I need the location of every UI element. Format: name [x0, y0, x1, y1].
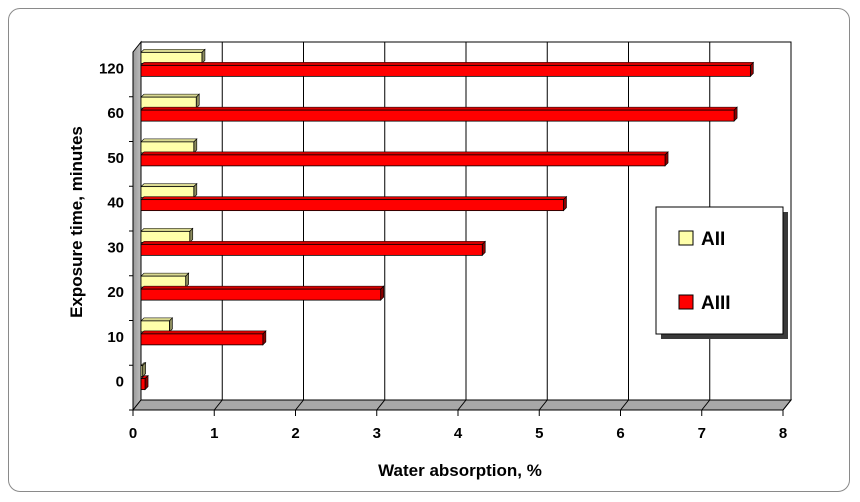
legend-swatch-aiii [678, 294, 694, 310]
bar-front-face [140, 365, 144, 378]
bar-top-face [140, 138, 198, 143]
left-wall [132, 40, 142, 412]
bar-aiii-40 [140, 195, 568, 212]
bar-aii-50 [140, 138, 198, 154]
floor-line-x-1 [213, 399, 223, 411]
floor-line-x-4 [457, 399, 467, 411]
y-tick-label-0: 0 [116, 374, 124, 391]
floor-line-x-3 [376, 399, 386, 411]
bar-front-face [140, 333, 264, 346]
x-tick-label-6: 6 [616, 425, 624, 442]
bar-aiii-10 [140, 330, 267, 346]
floor-line-x-8 [782, 399, 792, 411]
bar-top-face [140, 317, 174, 322]
bar-top-face [140, 106, 738, 111]
y-axis-label: Exposure time, minutes [67, 126, 86, 318]
bar-front-face [140, 109, 735, 122]
y-tick-label-20: 20 [107, 284, 124, 301]
bar-aiii-120 [140, 61, 755, 78]
bar-top-face [140, 241, 486, 245]
legend-swatch-aii [678, 230, 694, 246]
x-tick-label-7: 7 [698, 425, 706, 442]
bar-aiii-0 [140, 374, 149, 391]
bar-aii-20 [140, 272, 190, 288]
floor-line-x-7 [701, 399, 711, 411]
bar-aiii-20 [140, 285, 385, 301]
bar-top-face [140, 285, 385, 290]
x-tick-labels: 0 1 2 3 4 5 6 7 8 [129, 425, 787, 442]
bar-front-face [140, 141, 195, 154]
y-tick-label-40: 40 [107, 195, 124, 212]
bar-front-face [140, 199, 564, 212]
bar-aii-30 [140, 227, 194, 244]
y-tick-label-50: 50 [107, 150, 124, 167]
bar-top-face [140, 183, 198, 187]
bar-front-face [140, 275, 187, 288]
x-tick-label-3: 3 [373, 425, 381, 442]
bar-front-face [140, 186, 195, 199]
bar-aii-10 [140, 317, 174, 333]
x-axis-label: Water absorption, % [378, 461, 542, 480]
bar-aiii-60 [140, 106, 738, 122]
bar-front-face [140, 51, 203, 64]
x-tick-label-4: 4 [454, 425, 463, 442]
bar-front-face [140, 64, 751, 77]
x-tick-label-5: 5 [535, 425, 543, 442]
bar-front-face [140, 96, 197, 109]
bar-aii-120 [140, 48, 206, 65]
bar-top-face [140, 330, 267, 335]
bar-top-face [140, 228, 194, 232]
x-tick-label-2: 2 [291, 425, 299, 442]
legend-box [655, 206, 784, 335]
bar-aiii-30 [140, 240, 486, 257]
bar-aii-60 [140, 93, 200, 109]
y-tick-label-30: 30 [107, 239, 124, 256]
legend-label-aiii: AIII [701, 293, 731, 314]
y-tick-labels: 0 10 20 30 40 50 60 120 [99, 60, 124, 390]
bar-front-face [140, 243, 483, 256]
bar-top-face [140, 151, 669, 156]
y-tick-label-60: 60 [107, 105, 124, 122]
x-tick-label-1: 1 [210, 425, 218, 442]
floor-line-x-2 [295, 399, 304, 411]
bar-aii-40 [140, 182, 198, 199]
bar-top-face [140, 272, 190, 277]
legend-label-aii: AII [701, 229, 725, 250]
bar-aii-0 [140, 361, 147, 378]
y-tick-label-120: 120 [99, 60, 124, 77]
bar-aiii-50 [140, 151, 669, 167]
y-tick-label-10: 10 [107, 329, 124, 346]
bar-front-face [140, 154, 666, 167]
bar-top-face [140, 49, 206, 53]
bars-group [140, 48, 755, 391]
bar-front-face [140, 230, 191, 243]
bar-front-face [140, 288, 382, 301]
bar-front-face [140, 378, 146, 391]
bar-top-face [140, 62, 755, 66]
x-tick-label-8: 8 [779, 425, 787, 442]
bar-top-face [140, 93, 200, 98]
bar-top-face [140, 196, 568, 200]
legend: AII AIII [655, 206, 788, 339]
x-tick-label-0: 0 [129, 425, 137, 442]
bar-front-face [140, 320, 170, 333]
floor-line-x-5 [538, 399, 548, 411]
floor-line-x-6 [620, 399, 629, 411]
